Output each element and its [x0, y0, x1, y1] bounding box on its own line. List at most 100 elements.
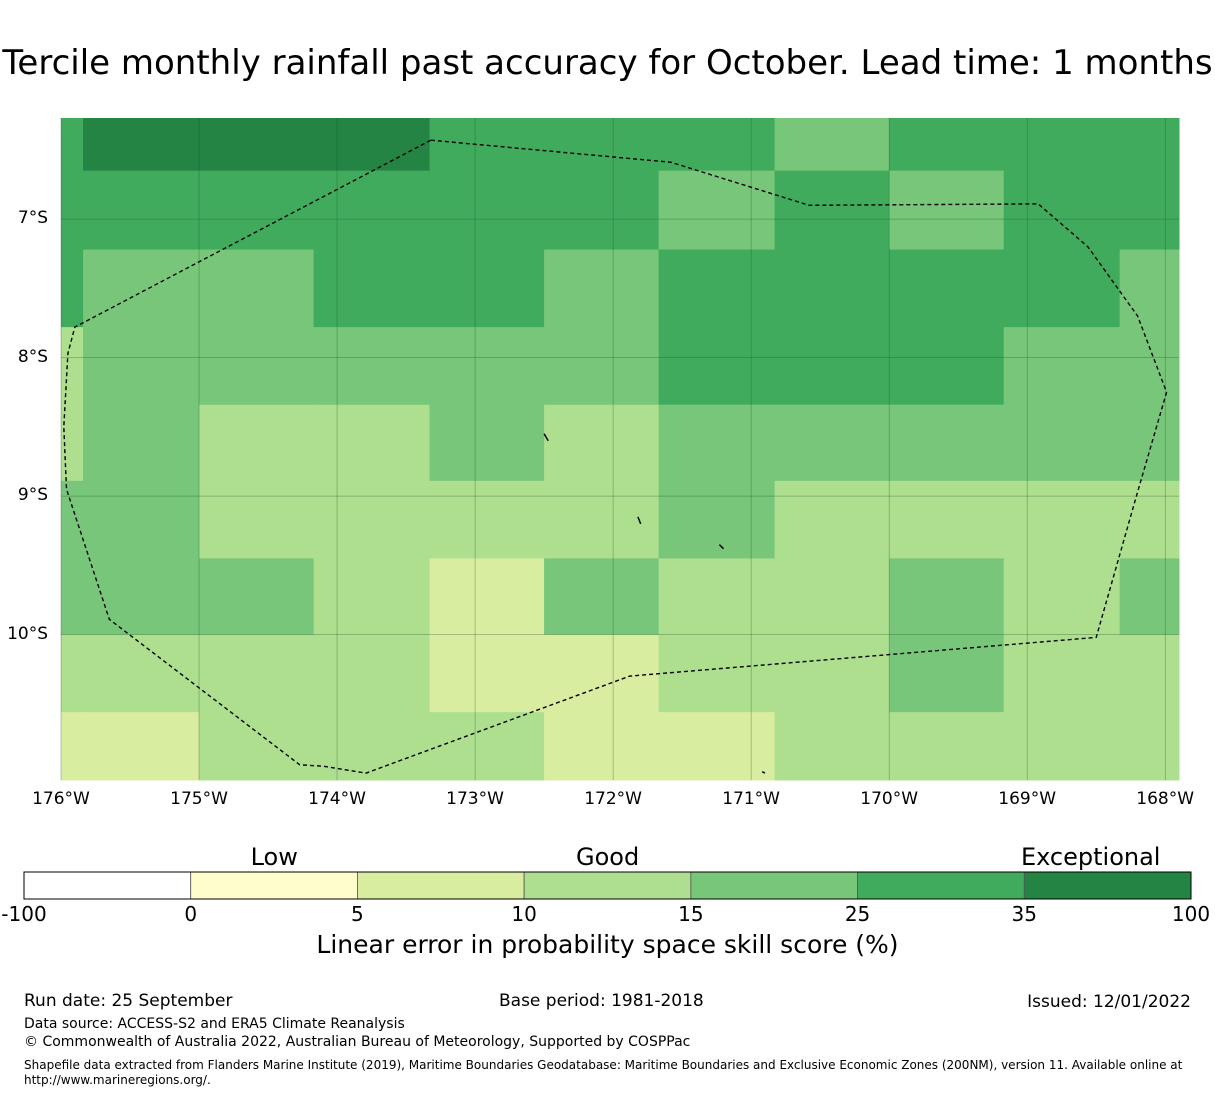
colorbar-swatch — [690, 871, 858, 900]
skill-cell — [199, 480, 315, 559]
skill-cell — [313, 170, 431, 251]
skill-cell — [658, 327, 776, 406]
colorbar-outline — [23, 871, 1192, 900]
skill-cell — [313, 558, 431, 636]
skill-cell — [61, 712, 84, 781]
skill-cell — [774, 634, 890, 713]
skill-cell — [1119, 634, 1180, 713]
longitude-tick-label: 175°W — [170, 789, 228, 809]
skill-cell — [658, 249, 776, 328]
skill-cell — [429, 712, 545, 781]
skill-cell — [83, 118, 200, 172]
base-period: Base period: 1981-2018 — [499, 991, 704, 1011]
skill-cell — [1119, 558, 1180, 636]
skill-cell — [774, 712, 890, 781]
skill-cell — [889, 480, 1005, 559]
skill-cell — [1003, 327, 1121, 406]
island-coastline — [543, 433, 549, 442]
islands — [543, 433, 766, 774]
skill-cell — [83, 712, 200, 781]
colorbar-swatch — [23, 871, 192, 900]
skill-cell — [313, 634, 431, 713]
skill-cell — [429, 170, 545, 251]
category-label: Exceptional — [1020, 843, 1161, 871]
skill-cell — [658, 712, 776, 781]
skill-cell — [774, 480, 890, 559]
skill-cell — [61, 404, 84, 482]
skill-cell — [1119, 712, 1180, 781]
skill-cell — [429, 249, 545, 328]
latitude-tick-label: 8°S — [17, 346, 48, 367]
skill-cell — [774, 558, 890, 636]
skill-cell — [889, 249, 1005, 328]
skill-cell — [199, 634, 315, 713]
longitude-tick-label: 168°W — [1136, 789, 1195, 809]
colorbar-swatch — [190, 871, 358, 900]
longitude-tick-label: 173°W — [446, 789, 504, 809]
colorbar-label: Linear error in probability space skill … — [316, 930, 899, 959]
skill-cell — [889, 118, 1005, 172]
skill-cell — [544, 249, 660, 328]
colorbar-swatch — [523, 871, 692, 900]
colorbar-tick-label: 25 — [844, 902, 871, 926]
colorbar-tick-label: 35 — [1011, 902, 1037, 926]
skill-cell — [429, 558, 545, 636]
skill-cell — [83, 404, 200, 482]
skill-cell — [61, 558, 84, 636]
longitude-tick-label: 170°W — [860, 789, 919, 809]
colorbar-swatch — [357, 871, 525, 900]
skill-cell — [1003, 480, 1121, 559]
skill-cell — [889, 170, 1005, 251]
skill-cell — [1119, 327, 1180, 406]
skill-cell — [1003, 118, 1121, 172]
run-date: Run date: 25 September — [24, 991, 233, 1011]
skill-cell — [774, 249, 890, 328]
copyright: © Commonwealth of Australia 2022, Austra… — [24, 1034, 691, 1050]
colorbar-tick-label: 0 — [184, 902, 198, 926]
skill-cells — [61, 118, 1180, 781]
skill-cell — [544, 480, 660, 559]
map-title: Tercile monthly rainfall past accuracy f… — [2, 43, 1213, 83]
skill-cell — [1119, 170, 1180, 251]
skill-cell — [544, 712, 660, 781]
longitude-tick-label: 171°W — [722, 789, 780, 809]
skill-cell — [61, 480, 84, 559]
colorbar-tick-label: 10 — [511, 902, 537, 926]
skill-cell — [313, 327, 431, 406]
skill-cell — [889, 712, 1005, 781]
skill-cell — [1003, 558, 1121, 636]
skill-cell — [544, 118, 660, 172]
longitude-tick-label: 172°W — [584, 789, 642, 809]
skill-cell — [658, 404, 776, 482]
shapefile-credit: Shapefile data extracted from Flanders M… — [24, 1058, 1183, 1087]
skill-cell — [658, 118, 776, 172]
skill-cell — [1003, 170, 1121, 251]
longitude-tick-label: 176°W — [32, 789, 90, 809]
skill-cell — [1003, 249, 1121, 328]
skill-cell — [658, 480, 776, 559]
island-coastline — [761, 771, 766, 774]
latitude-tick-label: 10°S — [7, 623, 48, 644]
skill-cell — [83, 249, 200, 328]
skill-cell — [1003, 712, 1121, 781]
skill-cell — [429, 480, 545, 559]
skill-cell — [199, 404, 315, 482]
skill-cell — [544, 404, 660, 482]
skill-cell — [83, 634, 200, 713]
category-label: Low — [250, 843, 298, 871]
data-source: Data source: ACCESS-S2 and ERA5 Climate … — [24, 1016, 405, 1032]
skill-cell — [1119, 118, 1180, 172]
skill-cell — [61, 118, 84, 172]
skill-score-map — [60, 118, 1180, 781]
skill-cell — [544, 327, 660, 406]
skill-cell — [83, 170, 200, 251]
skill-cell — [658, 170, 776, 251]
latitude-tick-label: 9°S — [17, 485, 48, 506]
skill-cell — [313, 118, 431, 172]
skill-cell — [889, 558, 1005, 636]
skill-cell — [1119, 249, 1180, 328]
skill-cell — [774, 327, 890, 406]
colorbar-swatch — [857, 871, 1025, 900]
longitude-tick-label: 174°W — [308, 789, 366, 809]
colorbar-tick-label: 5 — [351, 902, 364, 926]
